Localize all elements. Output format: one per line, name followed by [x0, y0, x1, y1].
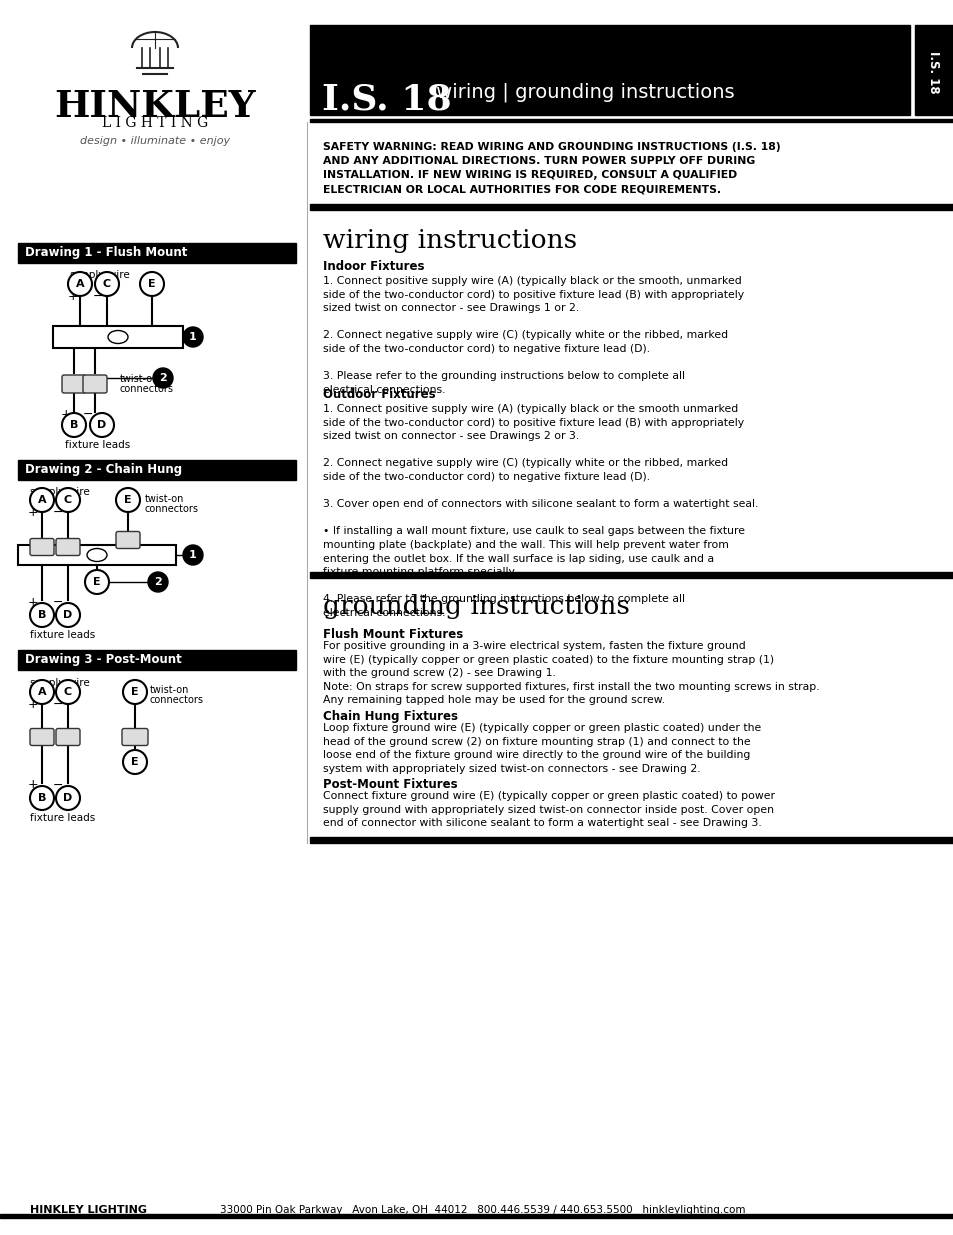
Circle shape — [30, 785, 54, 810]
Text: 1: 1 — [189, 332, 196, 342]
Circle shape — [30, 680, 54, 704]
Text: C: C — [64, 687, 72, 697]
Text: twist-on: twist-on — [150, 685, 190, 695]
Text: B: B — [38, 610, 46, 620]
Bar — [18, 243, 295, 263]
Text: wiring instructions: wiring instructions — [323, 228, 577, 253]
Circle shape — [90, 412, 113, 437]
Text: SAFETY WARNING: READ WIRING AND GROUNDING INSTRUCTIONS (I.S. 18)
AND ANY ADDITIO: SAFETY WARNING: READ WIRING AND GROUNDIN… — [323, 142, 780, 194]
Text: C: C — [64, 495, 72, 505]
Bar — [310, 119, 952, 122]
FancyBboxPatch shape — [83, 375, 107, 393]
Text: HINKLEY: HINKLEY — [54, 88, 255, 125]
FancyBboxPatch shape — [116, 531, 140, 548]
Bar — [310, 25, 909, 115]
Text: D: D — [63, 793, 72, 803]
Text: E: E — [132, 687, 139, 697]
Text: +: + — [61, 408, 71, 420]
FancyBboxPatch shape — [62, 375, 86, 393]
Text: +: + — [28, 698, 38, 710]
Bar — [914, 25, 953, 115]
Text: 33000 Pin Oak Parkway   Avon Lake, OH  44012   800.446.5539 / 440.653.5500   hin: 33000 Pin Oak Parkway Avon Lake, OH 4401… — [220, 1205, 744, 1215]
Text: −: − — [52, 505, 63, 519]
Text: Indoor Fixtures: Indoor Fixtures — [323, 261, 424, 273]
Text: supply wire: supply wire — [70, 270, 130, 280]
Circle shape — [56, 785, 80, 810]
Text: Loop fixture ground wire (E) (typically copper or green plastic coated) under th: Loop fixture ground wire (E) (typically … — [323, 722, 760, 774]
Text: 2: 2 — [154, 577, 162, 587]
FancyBboxPatch shape — [122, 729, 148, 746]
Text: HINKLEY LIGHTING: HINKLEY LIGHTING — [30, 1205, 147, 1215]
Ellipse shape — [87, 548, 107, 562]
Bar — [18, 459, 295, 480]
Text: −: − — [92, 289, 103, 303]
Text: −: − — [52, 698, 63, 710]
Text: connectors: connectors — [145, 504, 199, 514]
Text: +: + — [68, 289, 78, 303]
Circle shape — [85, 571, 109, 594]
Text: wiring | grounding instructions: wiring | grounding instructions — [430, 82, 734, 101]
Circle shape — [183, 545, 203, 564]
Text: A: A — [38, 687, 47, 697]
FancyBboxPatch shape — [56, 538, 80, 556]
Text: +: + — [28, 595, 38, 609]
Text: I.S. 18: I.S. 18 — [322, 82, 451, 116]
Circle shape — [116, 488, 140, 513]
Text: For positive grounding in a 3-wire electrical system, fasten the fixture ground
: For positive grounding in a 3-wire elect… — [323, 641, 819, 705]
Text: Drawing 1 - Flush Mount: Drawing 1 - Flush Mount — [25, 246, 187, 259]
Bar — [18, 545, 175, 564]
Circle shape — [30, 488, 54, 513]
Text: fixture leads: fixture leads — [30, 630, 95, 640]
Text: −: − — [52, 595, 63, 609]
Text: fixture leads: fixture leads — [65, 440, 131, 450]
Text: connectors: connectors — [120, 384, 173, 394]
Bar — [310, 572, 952, 578]
Text: connectors: connectors — [150, 695, 204, 705]
Bar — [310, 204, 952, 210]
Text: Flush Mount Fixtures: Flush Mount Fixtures — [323, 629, 463, 641]
Text: Chain Hung Fixtures: Chain Hung Fixtures — [323, 710, 457, 722]
Text: supply wire: supply wire — [30, 487, 90, 496]
Text: I.S. 18: I.S. 18 — [926, 51, 940, 94]
Text: Drawing 2 - Chain Hung: Drawing 2 - Chain Hung — [25, 463, 182, 475]
Circle shape — [56, 603, 80, 627]
Text: E: E — [93, 577, 101, 587]
Text: Post-Mount Fixtures: Post-Mount Fixtures — [323, 778, 457, 790]
Text: B: B — [70, 420, 78, 430]
Text: L I G H T I N G: L I G H T I N G — [102, 116, 208, 130]
Circle shape — [123, 680, 147, 704]
Text: +: + — [28, 505, 38, 519]
Text: A: A — [75, 279, 84, 289]
Text: 1. Connect positive supply wire (A) (typically black or the smooth, unmarked
sid: 1. Connect positive supply wire (A) (typ… — [323, 275, 743, 395]
Text: grounding instructions: grounding instructions — [323, 594, 629, 619]
Text: −: − — [52, 778, 63, 792]
Circle shape — [30, 603, 54, 627]
Text: +: + — [28, 778, 38, 792]
FancyBboxPatch shape — [56, 729, 80, 746]
Text: D: D — [97, 420, 107, 430]
Circle shape — [140, 272, 164, 296]
Circle shape — [56, 680, 80, 704]
Text: fixture leads: fixture leads — [30, 813, 95, 823]
Circle shape — [152, 368, 172, 388]
Text: supply wire: supply wire — [30, 678, 90, 688]
Text: Drawing 3 - Post-Mount: Drawing 3 - Post-Mount — [25, 653, 182, 666]
Circle shape — [148, 572, 168, 592]
Text: 1. Connect positive supply wire (A) (typically black or the smooth unmarked
side: 1. Connect positive supply wire (A) (typ… — [323, 404, 758, 618]
Text: design • illuminate • enjoy: design • illuminate • enjoy — [80, 136, 230, 146]
Text: C: C — [103, 279, 111, 289]
FancyBboxPatch shape — [30, 538, 54, 556]
Text: twist-on: twist-on — [145, 494, 184, 504]
Bar — [0, 1214, 953, 1218]
Text: B: B — [38, 793, 46, 803]
Text: −: − — [83, 408, 93, 420]
Bar — [18, 650, 295, 671]
Text: D: D — [63, 610, 72, 620]
Circle shape — [95, 272, 119, 296]
Bar — [310, 837, 952, 844]
Text: E: E — [124, 495, 132, 505]
Circle shape — [56, 488, 80, 513]
Circle shape — [68, 272, 91, 296]
Text: 2: 2 — [159, 373, 167, 383]
Text: E: E — [148, 279, 155, 289]
